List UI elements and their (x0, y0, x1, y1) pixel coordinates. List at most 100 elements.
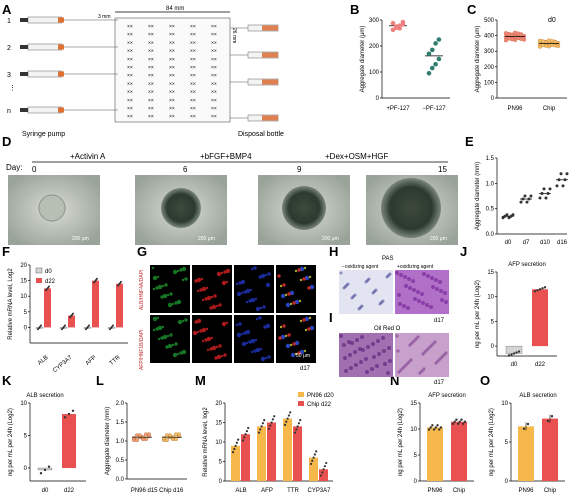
data-point (538, 196, 542, 200)
cell (174, 342, 178, 346)
cell (289, 290, 295, 296)
glycogen (435, 287, 439, 291)
cell (210, 336, 214, 340)
cell (284, 334, 288, 338)
well-mark: ×× (211, 114, 217, 120)
x-tick-label: AFP (261, 488, 273, 494)
nucleus (371, 291, 375, 295)
y-tick-label: 10 (20, 294, 27, 300)
cell (298, 299, 302, 303)
disposal-bottle-label: Disposal bottle (238, 131, 284, 138)
cell (258, 316, 262, 320)
glycogen (429, 305, 433, 309)
lipid (403, 364, 407, 368)
legend-label: PN96 d20 (307, 393, 334, 399)
cell (157, 284, 163, 290)
cell (176, 269, 180, 273)
panel-label-a: A (2, 2, 12, 17)
syringe-plunger (20, 72, 28, 76)
data-point (311, 459, 314, 462)
data-point (555, 184, 559, 188)
cell (171, 302, 175, 306)
data-point (460, 418, 463, 421)
syringe-tip (58, 17, 64, 23)
chip-outline (114, 17, 231, 123)
y-tick-label: 200 (484, 65, 495, 71)
data-point (233, 447, 236, 451)
panel-label-f: F (2, 244, 10, 259)
bottle-fill (262, 52, 278, 58)
glycogen (402, 304, 406, 308)
data-point (243, 436, 246, 439)
cell (287, 292, 291, 296)
bottle-fill (262, 25, 278, 31)
data-point (286, 417, 289, 420)
data-point (289, 411, 292, 414)
cell (220, 354, 224, 358)
well-mark: ×× (169, 40, 175, 46)
data-point (39, 472, 43, 475)
cell (245, 329, 251, 335)
bar (241, 434, 250, 481)
cell (254, 338, 258, 342)
day-0: 0 (32, 165, 37, 174)
cell (167, 302, 173, 308)
x-tick-label: Chip (544, 488, 557, 494)
day-label: Day: (6, 163, 22, 172)
cell (166, 334, 170, 338)
y-axis-label: Aggregate diameter (μm) (475, 26, 481, 93)
y-axis-label: ng per mL per 24h (Log2) (8, 408, 14, 476)
data-point (521, 197, 525, 201)
cell (277, 274, 281, 278)
x-tick-label: TTR (287, 488, 299, 494)
cell (259, 306, 263, 310)
cell (160, 295, 164, 299)
cell (304, 275, 310, 281)
cell (205, 286, 209, 290)
data-point (430, 65, 435, 71)
cell (169, 292, 173, 296)
syringe-body (27, 106, 63, 114)
data-point (455, 418, 458, 421)
cell (282, 283, 286, 287)
well-mark: ×× (190, 98, 196, 104)
y-tick-label: 200 (369, 44, 380, 50)
cell (240, 279, 246, 285)
data-point (550, 415, 554, 418)
data-point (319, 474, 323, 477)
cell (265, 323, 271, 329)
svg-text:200 μm: 200 μm (72, 236, 89, 242)
cell (215, 304, 219, 308)
data-point (309, 462, 313, 465)
g-day: d17 (300, 366, 311, 372)
data-point (533, 290, 537, 293)
width-dimension: 84 mm (166, 6, 184, 12)
lipid (422, 367, 426, 371)
syringe-body (27, 70, 63, 78)
y-axis-label: Aggregate diameter (mm) (105, 407, 111, 475)
cell (292, 342, 296, 346)
syringe-pump-label: Syringe pump (22, 131, 65, 138)
well-mark: ×× (127, 106, 133, 112)
cell (302, 318, 306, 322)
well-mark: ×× (169, 73, 175, 79)
cell (215, 345, 219, 349)
gap-dimension: 3 mm (98, 14, 111, 20)
glycogen (412, 288, 416, 292)
cell (238, 322, 242, 326)
cell (194, 279, 198, 283)
cell (171, 343, 175, 347)
x-tick-label: d10 (540, 240, 551, 246)
lipid (343, 356, 347, 360)
lipid (376, 339, 380, 343)
data-point (563, 178, 567, 182)
well-mark: ×× (169, 24, 175, 30)
data-point (313, 453, 316, 456)
lipid (436, 359, 440, 363)
data-point (296, 425, 299, 428)
data-point (540, 42, 546, 48)
cell (267, 355, 271, 359)
lipid (348, 353, 352, 357)
bar (68, 315, 75, 328)
data-point (515, 351, 518, 354)
